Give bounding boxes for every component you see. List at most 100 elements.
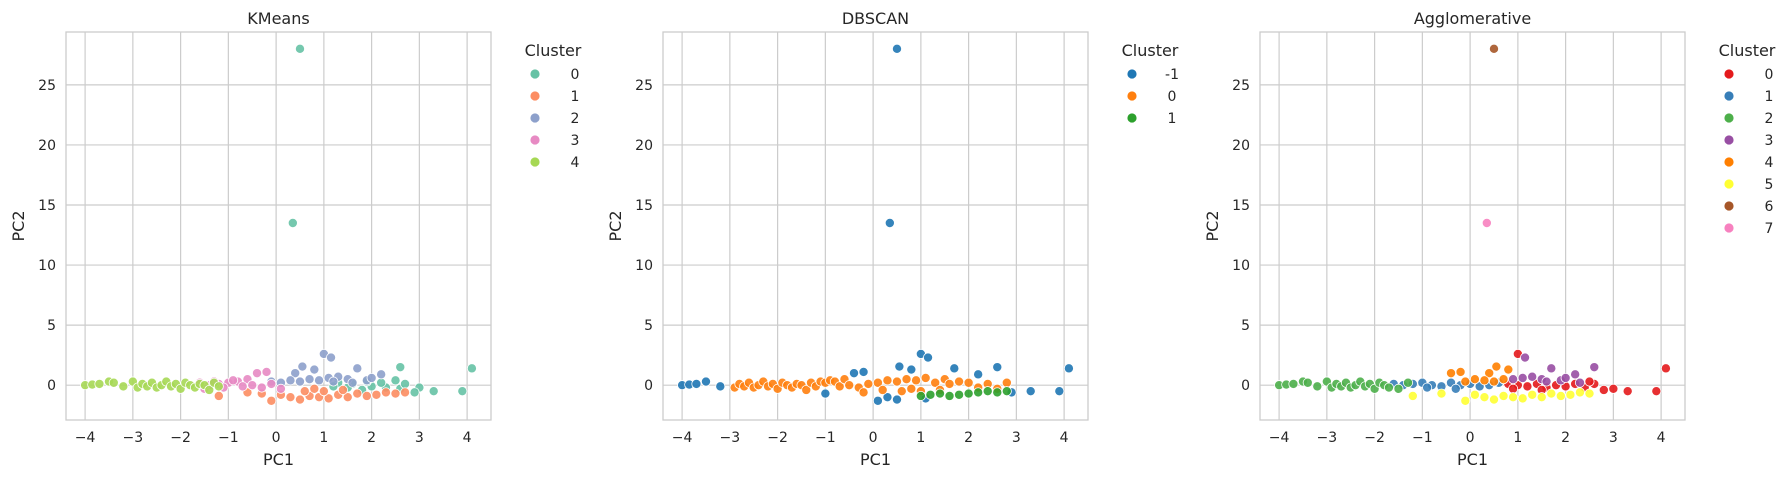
legend-label: 2 [1765,111,1774,127]
data-point-cluster-0 [920,372,931,383]
data-point-cluster-1 [342,392,353,403]
data-point-cluster-1 [266,395,277,406]
legend-marker [1723,156,1735,168]
data-point-cluster-5 [1527,389,1538,400]
data-point-cluster-3 [252,368,263,379]
data-point-cluster-0 [963,377,974,388]
data-point-cluster-0 [1508,383,1519,394]
x-tick-label: 4 [463,430,472,446]
legend-marker [1126,112,1138,124]
y-tick-label: 5 [47,318,56,334]
legend-label: 1 [571,89,580,105]
data-point-cluster-0 [882,375,893,386]
data-point-cluster-4 [1484,368,1495,379]
data-point-cluster-5 [1536,392,1547,403]
data-point-cluster-0 [863,378,874,389]
y-tick-label: 5 [1241,318,1250,334]
data-point-cluster-0 [1622,386,1633,397]
data-point-cluster-5 [1508,392,1519,403]
scatter-panel-2: −4 −3 −2 −1 0 1 2 3 40510152025PC1PC2DBSCANClust… [606,9,1179,469]
chart-title: KMeans [247,9,309,28]
plot-area [662,31,1089,421]
data-point-cluster-0 [844,380,855,391]
x-tick-label: −1 [815,430,836,446]
x-tick-label: 1 [319,430,328,446]
data-point-cluster-neg1 [872,395,883,406]
data-point-cluster-3 [1560,372,1571,383]
data-point-cluster-2 [366,372,377,383]
data-point-cluster-1 [992,387,1003,398]
x-tick-label: −2 [767,430,788,446]
x-tick-label: 3 [1012,430,1021,446]
data-point-cluster-1 [323,393,334,404]
data-point-cluster-1 [1001,386,1012,397]
data-point-cluster-0 [1660,363,1671,374]
data-point-cluster-0 [395,362,406,373]
y-tick-label: 20 [38,138,56,154]
data-point-cluster-5 [1546,388,1557,399]
data-point-cluster-0 [457,386,468,397]
data-point-cluster-1 [1450,383,1461,394]
data-point-cluster-0 [294,43,305,54]
x-tick-label: −1 [218,430,239,446]
data-point-cluster-0 [376,377,387,388]
x-axis-label: PC1 [860,450,891,469]
legend-marker [529,68,541,80]
data-point-cluster-neg1 [882,392,893,403]
data-point-cluster-7 [1481,217,1492,228]
data-point-cluster-3 [1527,371,1538,382]
data-point-cluster-2 [294,376,305,387]
data-point-cluster-3 [1517,372,1528,383]
legend-marker [1126,90,1138,102]
x-axis-label: PC1 [263,450,294,469]
x-axis-label: PC1 [1457,450,1488,469]
data-point-cluster-neg1 [973,369,984,380]
y-tick-label: 0 [47,378,56,394]
data-point-cluster-neg1 [992,362,1003,373]
data-point-cluster-2 [1383,382,1394,393]
y-axis-label: PC2 [9,211,28,242]
data-point-cluster-3 [1589,362,1600,373]
y-tick-label: 15 [38,198,56,214]
data-point-cluster-0 [911,375,922,386]
x-tick-label: −3 [123,430,144,446]
data-point-cluster-1 [285,392,296,403]
data-point-cluster-neg1 [820,388,831,399]
data-point-cluster-1 [294,394,305,405]
data-point-cluster-2 [376,369,387,380]
legend-title: Cluster [1122,41,1179,60]
data-point-cluster-0 [1584,376,1595,387]
data-point-cluster-3 [261,366,272,377]
data-point-cluster-neg1 [691,378,702,389]
x-tick-label: 1 [1513,430,1522,446]
data-point-cluster-4 [1491,361,1502,372]
data-point-cluster-0 [872,377,883,388]
data-point-cluster-0 [409,387,420,398]
y-axis-label: PC2 [1203,211,1222,242]
y-tick-label: 20 [635,138,653,154]
y-tick-label: 25 [635,78,653,94]
legend-label: 3 [571,133,580,149]
data-point-cluster-3 [1520,352,1531,363]
legend-marker [1723,112,1735,124]
data-point-cluster-3 [266,378,277,389]
y-tick-label: 5 [644,318,653,334]
legend-label: 7 [1765,221,1774,237]
data-point-cluster-3 [247,380,258,391]
legend-marker [1723,200,1735,212]
data-point-cluster-4 [108,377,119,388]
y-tick-label: 0 [1241,378,1250,394]
legend-title: Cluster [525,41,582,60]
data-point-cluster-neg1 [923,352,934,363]
data-point-cluster-0 [954,376,965,387]
x-tick-label: −3 [720,430,741,446]
data-point-cluster-6 [1488,43,1499,54]
data-point-cluster-0 [801,384,812,395]
scatter-panel-1: −4 −3 −2 −1 0 1 2 3 40510152025PC1PC2KMeansClust… [9,9,582,469]
data-point-cluster-neg1 [1054,386,1065,397]
legend-marker [1723,68,1735,80]
data-point-cluster-2 [328,376,339,387]
x-tick-label: −2 [170,430,191,446]
data-point-cluster-5 [1479,392,1490,403]
